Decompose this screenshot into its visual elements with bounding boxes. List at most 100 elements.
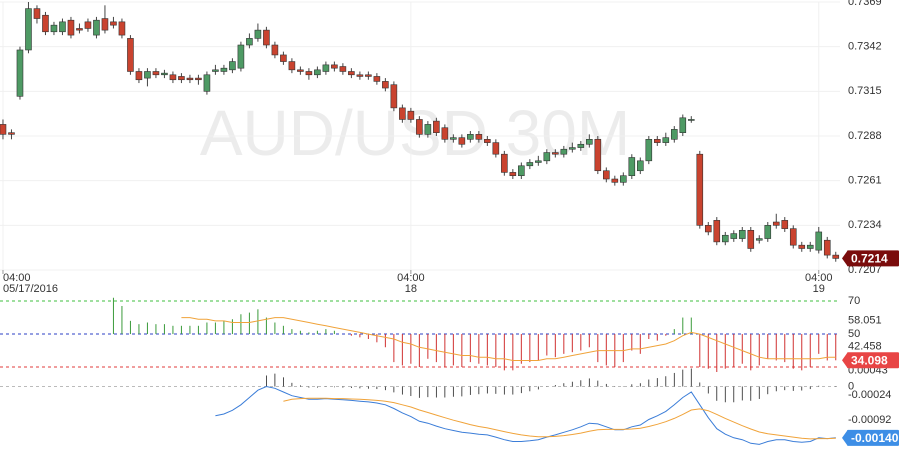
y-tick-label: 0.7234 <box>848 219 882 231</box>
candle-body <box>348 71 355 76</box>
candle-body <box>263 29 270 46</box>
badge-label: -0.00140 <box>851 431 899 445</box>
candle-body <box>246 38 253 46</box>
candle-body <box>93 19 100 36</box>
candle-body <box>297 69 304 72</box>
watermark: AUD/USD 30M <box>200 97 630 169</box>
candle-body <box>755 238 763 241</box>
candle-body <box>76 28 83 31</box>
candle-body <box>314 69 321 76</box>
candle-body <box>424 124 432 135</box>
candle-body <box>373 76 381 82</box>
badge-label: 34.098 <box>851 353 888 367</box>
candle-body <box>611 178 619 183</box>
value-badge <box>847 250 899 267</box>
candle-body <box>620 175 627 183</box>
candle-body <box>509 172 517 177</box>
badge-arrow <box>842 430 847 445</box>
candle-body <box>815 231 823 251</box>
candle-body <box>169 74 177 81</box>
candle-body <box>288 61 296 71</box>
candle-body <box>135 71 143 81</box>
y-tick-label: 0.7288 <box>848 130 882 142</box>
value-badge <box>847 352 899 369</box>
candle-body <box>382 81 389 89</box>
candle-body <box>730 233 738 239</box>
candle-body <box>127 38 134 72</box>
candle-body <box>696 153 704 226</box>
candle-body <box>152 71 160 76</box>
x-tick-label: 04:00 <box>805 272 833 284</box>
candle-body <box>662 137 670 143</box>
y-tick-label: 70 <box>848 295 860 307</box>
candle-body <box>670 129 678 140</box>
x-tick-sublabel: 18 <box>405 283 417 295</box>
y-tick-label: 0.7207 <box>848 264 882 276</box>
candle-body <box>331 64 338 69</box>
candle-body <box>577 143 585 148</box>
candle-body <box>33 8 41 19</box>
y-tick-label: 0.7315 <box>848 85 882 97</box>
candle-body <box>738 229 746 239</box>
candle-body <box>475 134 483 140</box>
candle-body <box>526 162 534 167</box>
candle-body <box>687 119 695 121</box>
candle-body <box>322 64 330 72</box>
badge-arrow <box>842 251 847 266</box>
candle-body <box>229 61 236 71</box>
candle-body <box>518 165 525 177</box>
candle-body <box>144 71 151 79</box>
candle-body <box>764 225 772 239</box>
badge-arrow <box>842 353 847 368</box>
candle-body <box>798 244 806 249</box>
y-tick-label: 0.7369 <box>848 0 882 8</box>
candle-body <box>501 153 508 173</box>
candle-body <box>416 119 423 135</box>
candle-body <box>101 18 109 31</box>
candle-body <box>492 142 500 155</box>
candle-body <box>535 160 542 163</box>
candle-body <box>178 76 185 81</box>
y-tick-label: 0 <box>848 380 854 392</box>
y-tick-label: 0.7342 <box>848 41 882 53</box>
badge-label: 0.7214 <box>851 252 888 266</box>
candle-body <box>713 220 721 243</box>
y-tick-label: -0.00024 <box>848 389 891 401</box>
candle-body <box>237 44 245 69</box>
candle-body <box>16 49 24 97</box>
candle-body <box>433 120 440 133</box>
candle-body <box>67 19 75 36</box>
candle-body <box>305 71 313 76</box>
candle-body <box>458 137 466 145</box>
candle-body <box>569 147 576 150</box>
candle-body <box>254 29 262 39</box>
candle-body <box>628 157 636 177</box>
candle-body <box>220 67 228 72</box>
candle-body <box>365 74 372 77</box>
candle-body <box>195 77 202 81</box>
candle-body <box>603 170 610 180</box>
candle-body <box>543 152 551 162</box>
candle-body <box>186 77 194 81</box>
candle-body <box>586 139 593 145</box>
candle-body <box>781 220 789 229</box>
candle-body <box>390 84 398 109</box>
candle-body <box>560 148 568 155</box>
candle-body <box>704 225 712 233</box>
candle-body <box>399 107 406 120</box>
y-tick-label: 58.051 <box>848 315 882 327</box>
candle-body <box>161 72 168 76</box>
candle-body <box>407 110 415 120</box>
y-tick-label: -0.00092 <box>848 414 891 426</box>
candle-body <box>594 139 602 172</box>
candle-body <box>280 54 287 62</box>
candle-body <box>679 117 687 133</box>
x-tick-label: 04:00 <box>397 272 425 284</box>
candle-body <box>552 152 559 155</box>
candle-body <box>484 139 491 143</box>
candle-body <box>271 44 279 56</box>
candle-body <box>467 134 474 140</box>
x-tick-sublabel: 19 <box>813 283 825 295</box>
y-tick-label: 50 <box>848 328 860 340</box>
